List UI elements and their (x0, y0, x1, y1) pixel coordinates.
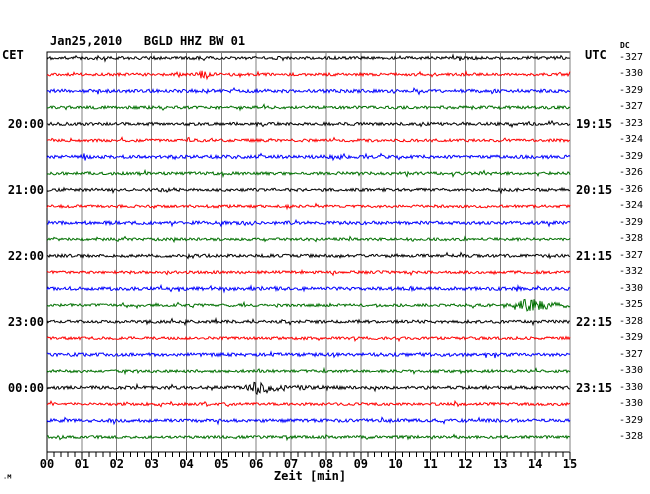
cet-hour-label: 23:00 (7, 314, 44, 329)
x-tick-label: 03 (144, 457, 159, 471)
dc-value: -326 (619, 167, 644, 179)
utc-hour-label: 22:15 (576, 314, 613, 329)
seismo-trace-black (46, 381, 571, 396)
x-tick-label: 14 (527, 457, 543, 471)
dc-value: -328 (619, 315, 644, 327)
seismo-trace-red (46, 335, 571, 343)
seismo-trace-blue (46, 86, 571, 96)
dc-value: -330 (619, 282, 644, 294)
seismo-trace-black (46, 186, 571, 195)
dc-value: -326 (619, 183, 644, 195)
x-tick-label: 09 (353, 457, 369, 471)
cet-timezone-header: CET (2, 48, 24, 62)
seismo-trace-red (46, 70, 571, 81)
seismo-trace-black (46, 316, 571, 327)
seismo-trace-green (46, 298, 571, 312)
seismo-trace-blue (46, 218, 571, 228)
seismo-trace-blue (46, 283, 571, 294)
dc-value: -330 (619, 398, 644, 410)
dc-value: -330 (619, 365, 644, 377)
seismo-trace-green (46, 168, 571, 179)
seismo-trace-blue (46, 416, 571, 426)
seismo-trace-green (46, 433, 571, 442)
cet-hour-label: 22:00 (7, 248, 44, 263)
dc-value: -332 (619, 266, 644, 278)
plot-title: Jan25,2010 BGLD HHZ BW 01 (50, 34, 246, 48)
utc-timezone-header: UTC (585, 48, 607, 62)
utc-hour-label: 23:15 (576, 380, 613, 395)
x-tick-label: 02 (109, 457, 124, 471)
dc-value: -329 (619, 332, 644, 344)
dc-value: -329 (619, 84, 644, 96)
utc-hour-label: 21:15 (576, 248, 613, 263)
x-tick-label: 13 (493, 457, 508, 471)
x-tick-label: 06 (248, 457, 264, 471)
seismo-trace-green (46, 366, 571, 376)
x-axis-title: Zeit [min] (273, 469, 347, 483)
seismo-trace-black (46, 53, 571, 63)
utc-hour-label: 19:15 (576, 116, 613, 131)
seismo-trace-red (46, 268, 571, 277)
x-tick-label: 04 (179, 457, 194, 471)
dc-value: -327 (619, 52, 644, 63)
x-tick-label: 01 (74, 457, 90, 471)
dc-column-header: DC (620, 41, 630, 50)
x-tick-label: 11 (423, 457, 438, 471)
dc-value: -324 (619, 134, 644, 146)
seismo-trace-black (46, 251, 571, 260)
cet-hour-label: 20:00 (7, 116, 44, 131)
dc-value: -329 (619, 150, 644, 162)
dc-value: -327 (619, 249, 644, 261)
dc-value: -330 (619, 68, 644, 80)
plot-frame (46, 51, 571, 453)
x-tick-label: 15 (562, 457, 578, 471)
x-tick-label: 07 (283, 457, 299, 471)
seismo-trace-red (46, 136, 571, 144)
utc-hour-label: 20:15 (576, 182, 613, 197)
dc-value: -324 (619, 200, 644, 212)
cet-hour-label: 00:00 (7, 380, 44, 395)
dc-value: -327 (619, 101, 644, 113)
dc-value: -323 (619, 117, 644, 129)
x-tick-label: 10 (388, 457, 403, 471)
x-tick-label: 00 (39, 457, 55, 471)
seismo-trace-black (47, 119, 571, 129)
seismo-trace-green (46, 235, 571, 244)
dc-value: -327 (619, 348, 644, 360)
dc-value: -328 (619, 233, 644, 245)
x-tick-label: 05 (214, 457, 229, 471)
dc-value: -328 (619, 431, 644, 443)
x-tick-label: 08 (318, 457, 334, 471)
seismo-trace-red (46, 202, 571, 211)
seismo-trace-blue (46, 152, 571, 162)
seismo-trace-red (46, 399, 571, 408)
dc-value: -330 (619, 381, 644, 393)
seismo-trace-green (46, 103, 571, 112)
dc-value: -329 (619, 216, 644, 228)
cet-hour-label: 21:00 (7, 182, 44, 197)
seismo-trace-blue (46, 350, 571, 359)
dc-value: -329 (619, 414, 644, 426)
watermark: .M (3, 473, 12, 481)
x-tick-label: 12 (458, 457, 473, 471)
dc-value: -325 (619, 299, 644, 311)
